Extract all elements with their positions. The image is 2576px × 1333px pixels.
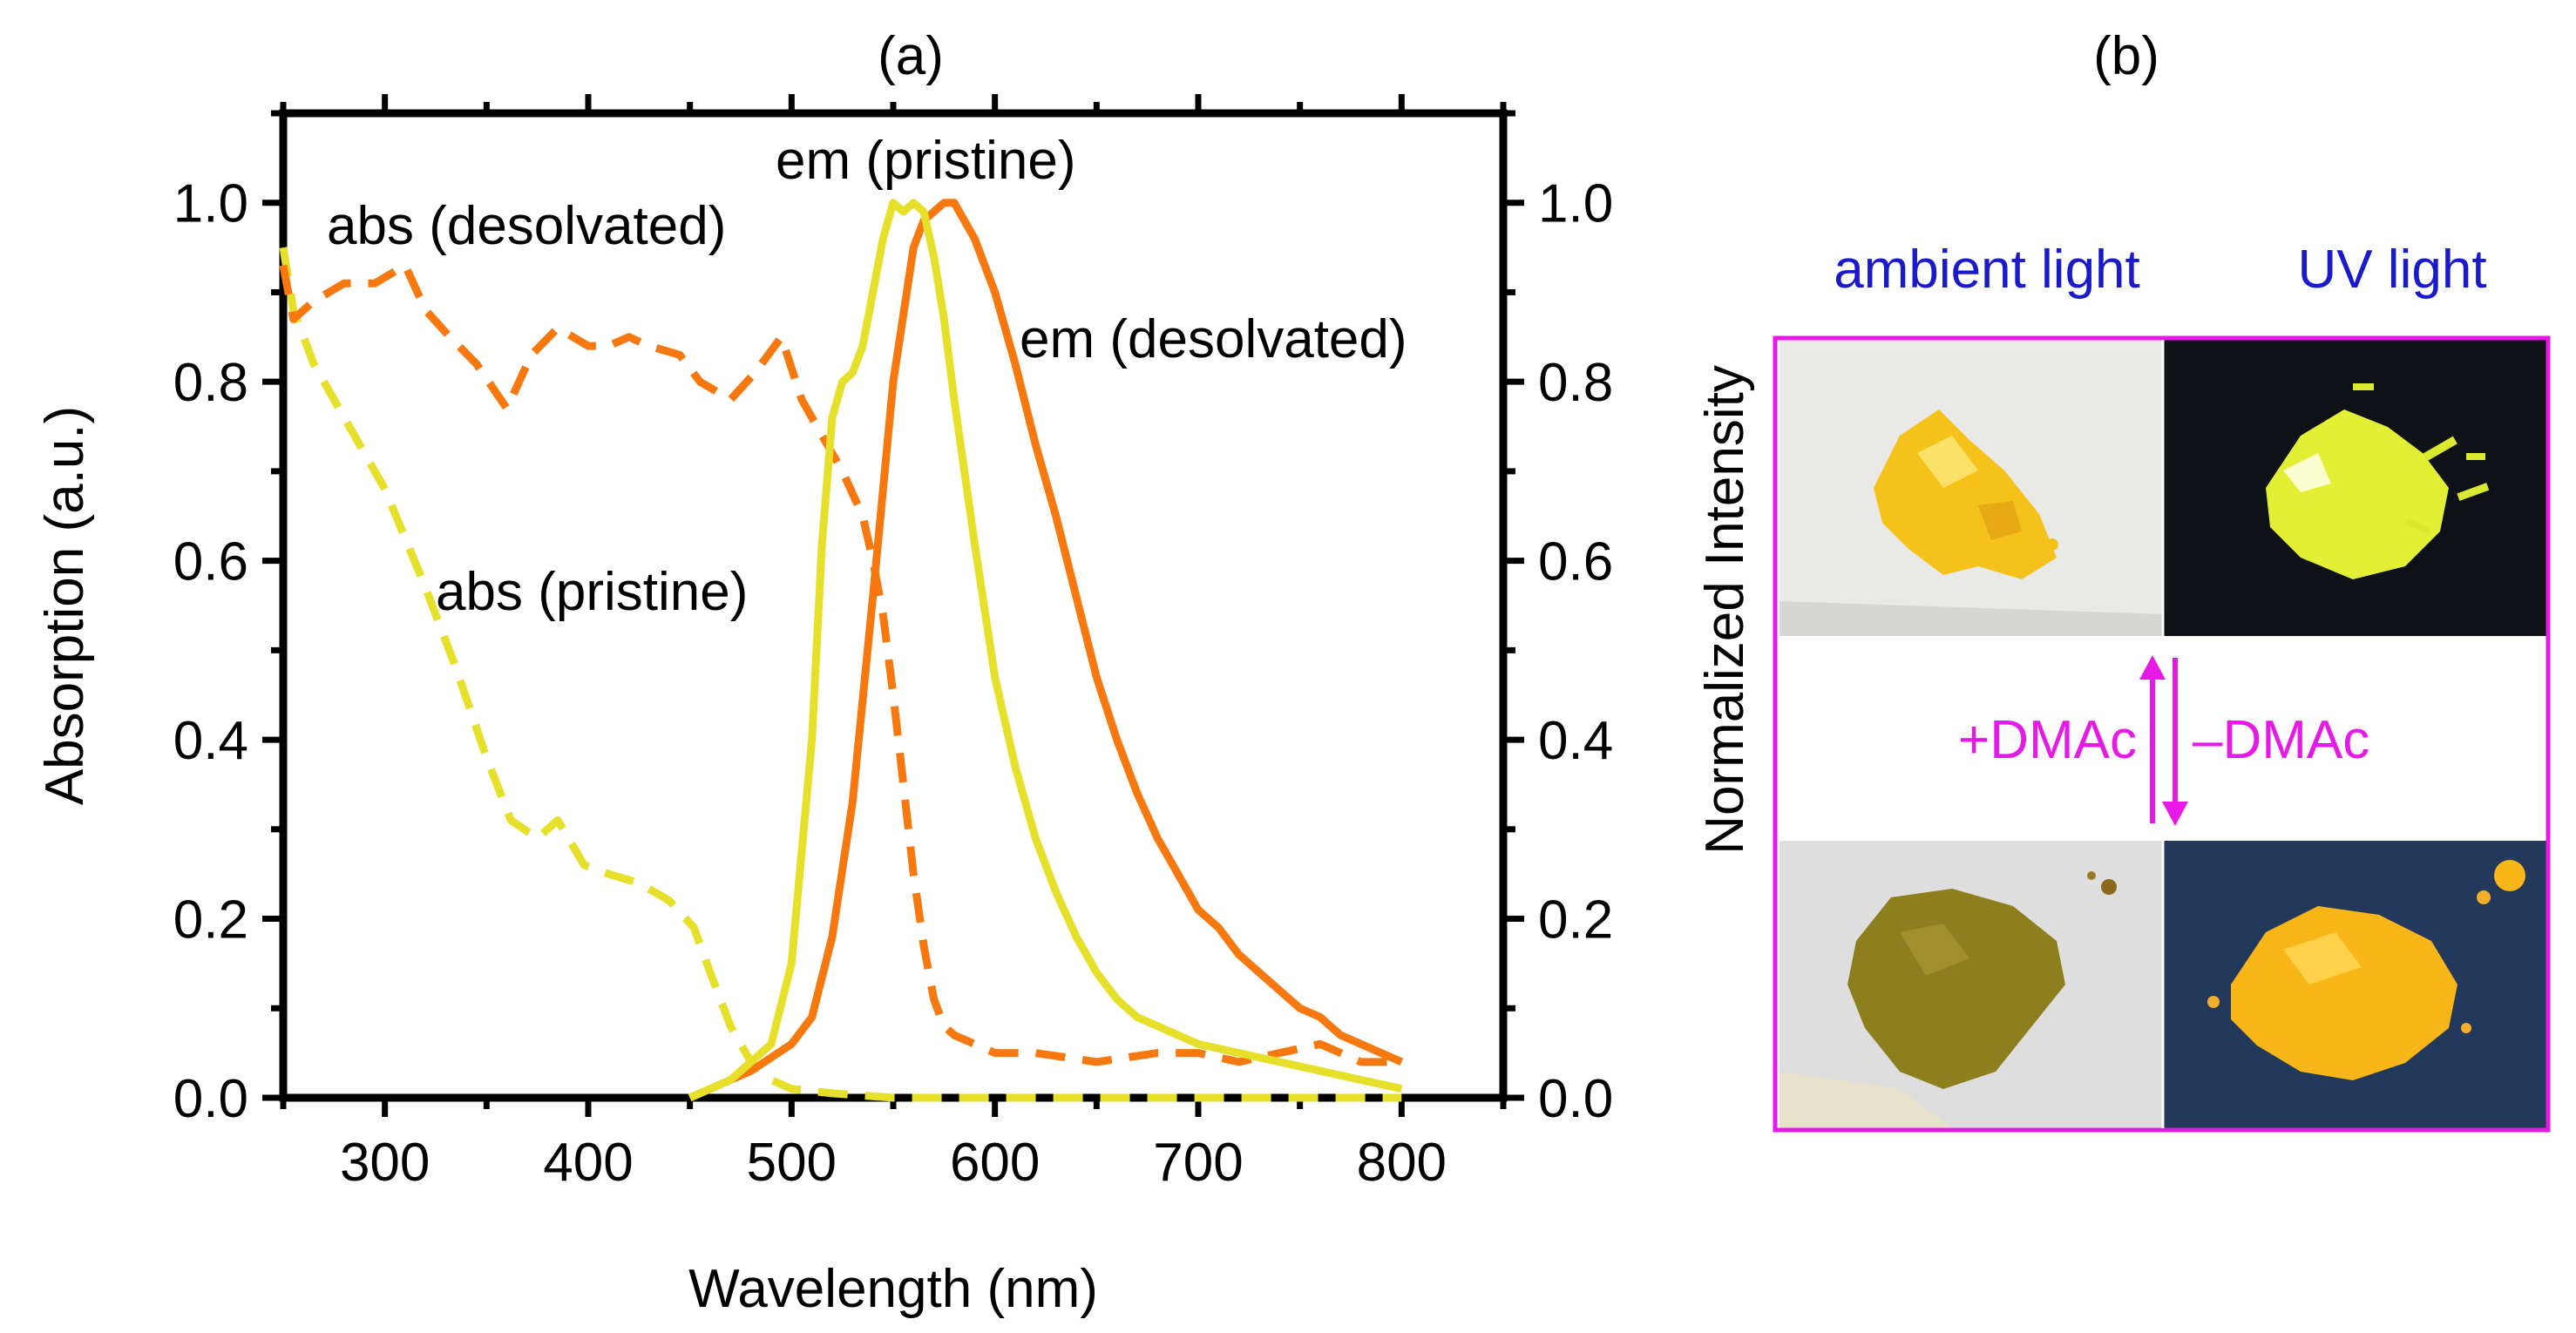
pristine-ambient-photo <box>1779 340 2163 636</box>
label-em-pristine: em (pristine) <box>776 131 1076 191</box>
series-abs-pristine <box>279 247 1402 1102</box>
x-tick-label: 500 <box>747 1133 837 1193</box>
y-axis-left-ticks: 0.0 0.2 0.4 0.6 0.8 1.0 <box>173 110 283 1129</box>
x-axis-ticks: 300 400 500 600 700 800 <box>280 94 1507 1193</box>
y-axis-left-title: Absorption (a.u.) <box>35 406 95 805</box>
label-add-dmac: +DMAc <box>1958 710 2137 770</box>
label-abs-desolvated: abs (desolvated) <box>327 196 726 256</box>
y-tick-label-right: 1.0 <box>1538 174 1613 234</box>
y-tick-label-left: 0.6 <box>173 532 248 592</box>
desolvated-uv-photo <box>2163 841 2546 1128</box>
y-tick-label-right: 0.8 <box>1538 353 1613 413</box>
y-tick-label-left: 1.0 <box>173 174 248 234</box>
panel-a-chart: (a) 300 400 500 600 700 800 0.0 0.2 0.4 0.6 0.8 1.… <box>35 26 1755 1319</box>
panel-b-label: (b) <box>2093 26 2159 86</box>
y-tick-label-right: 0.0 <box>1538 1069 1613 1129</box>
x-tick-label: 700 <box>1153 1133 1243 1193</box>
y-tick-label-left: 0.2 <box>173 890 248 951</box>
y-axis-right-ticks: 0.0 0.2 0.4 0.6 0.8 1.0 <box>1503 110 1613 1129</box>
label-abs-pristine: abs (pristine) <box>436 562 748 622</box>
photo-frame <box>1773 335 2551 1133</box>
x-tick-label: 800 <box>1357 1133 1447 1193</box>
x-tick-label: 300 <box>340 1133 430 1193</box>
y-tick-label-left: 0.8 <box>173 353 248 413</box>
y-tick-label-right: 0.2 <box>1538 890 1613 951</box>
panel-a-label: (a) <box>878 26 944 86</box>
pristine-uv-photo <box>2163 340 2546 636</box>
y-tick-label-right: 0.6 <box>1538 532 1613 592</box>
y-tick-label-left: 0.0 <box>173 1069 248 1129</box>
y-tick-label-left: 0.4 <box>173 711 248 771</box>
x-tick-label: 400 <box>543 1133 633 1193</box>
desolvated-ambient-photo <box>1779 841 2163 1128</box>
arrow-add-dmac <box>2139 655 2166 823</box>
y-tick-label-right: 0.4 <box>1538 711 1613 771</box>
panel-b-photos: (b) ambient light UV light <box>1773 26 2551 1133</box>
x-axis-title: Wavelength (nm) <box>688 1259 1098 1319</box>
series-em-pristine <box>688 199 1403 1102</box>
x-tick-label: 600 <box>950 1133 1040 1193</box>
col-label-ambient: ambient light <box>1834 240 2140 300</box>
y-axis-right-title: Normalized Intensity <box>1695 365 1755 855</box>
label-em-desolvated: em (desolvated) <box>1020 309 1407 369</box>
col-label-uv: UV light <box>2297 240 2486 300</box>
label-remove-dmac: –DMAc <box>2193 710 2369 770</box>
series-layer <box>279 199 1404 1102</box>
series-em-desolvated <box>688 199 1404 1102</box>
arrow-remove-dmac <box>2162 658 2188 826</box>
